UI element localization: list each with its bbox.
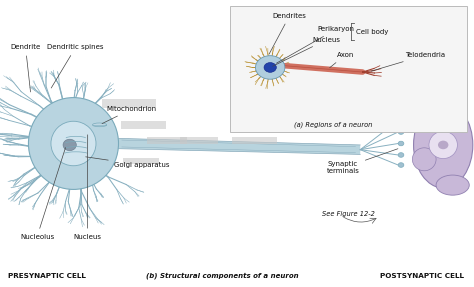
Text: Cell body: Cell body <box>356 29 388 34</box>
Text: Dendrite: Dendrite <box>10 44 41 92</box>
Text: Dendrites: Dendrites <box>269 13 306 54</box>
Ellipse shape <box>438 141 448 149</box>
Ellipse shape <box>398 130 404 134</box>
Ellipse shape <box>255 56 285 79</box>
Text: Telodendria: Telodendria <box>371 52 446 71</box>
Ellipse shape <box>63 139 76 151</box>
Ellipse shape <box>429 131 457 158</box>
Text: PRESYNAPTIC CELL: PRESYNAPTIC CELL <box>9 273 86 278</box>
Text: Nucleolus: Nucleolus <box>20 148 65 240</box>
Bar <box>123 158 159 164</box>
Ellipse shape <box>398 118 404 123</box>
Text: POSTSYNAPTIC CELL: POSTSYNAPTIC CELL <box>380 273 464 278</box>
Text: Nucleus: Nucleus <box>73 135 101 240</box>
FancyBboxPatch shape <box>230 6 467 132</box>
Bar <box>121 121 166 129</box>
Ellipse shape <box>412 148 436 171</box>
Text: Synaptic
terminals: Synaptic terminals <box>327 149 398 174</box>
Text: Nucleus: Nucleus <box>273 37 341 66</box>
Ellipse shape <box>92 123 107 127</box>
Ellipse shape <box>398 163 404 167</box>
Ellipse shape <box>413 102 473 188</box>
Ellipse shape <box>28 98 118 189</box>
Ellipse shape <box>412 96 446 113</box>
Ellipse shape <box>398 141 404 146</box>
Text: Dendritic spines: Dendritic spines <box>47 44 104 88</box>
Bar <box>102 99 156 108</box>
Ellipse shape <box>398 153 404 157</box>
Ellipse shape <box>51 121 96 166</box>
Ellipse shape <box>436 175 469 195</box>
Text: Golgi apparatus: Golgi apparatus <box>86 157 169 168</box>
Bar <box>180 137 218 144</box>
Text: See Figure 12-2: See Figure 12-2 <box>322 211 375 217</box>
Text: Mitochondrion: Mitochondrion <box>102 106 157 124</box>
Ellipse shape <box>264 63 276 72</box>
Text: Perikaryon: Perikaryon <box>276 26 355 63</box>
Text: (b) Structural components of a neuron: (b) Structural components of a neuron <box>146 272 299 279</box>
Polygon shape <box>117 138 360 154</box>
Text: (a) Regions of a neuron: (a) Regions of a neuron <box>294 122 372 128</box>
Text: Axon: Axon <box>330 52 354 68</box>
Bar <box>232 137 277 144</box>
Bar <box>147 137 187 144</box>
